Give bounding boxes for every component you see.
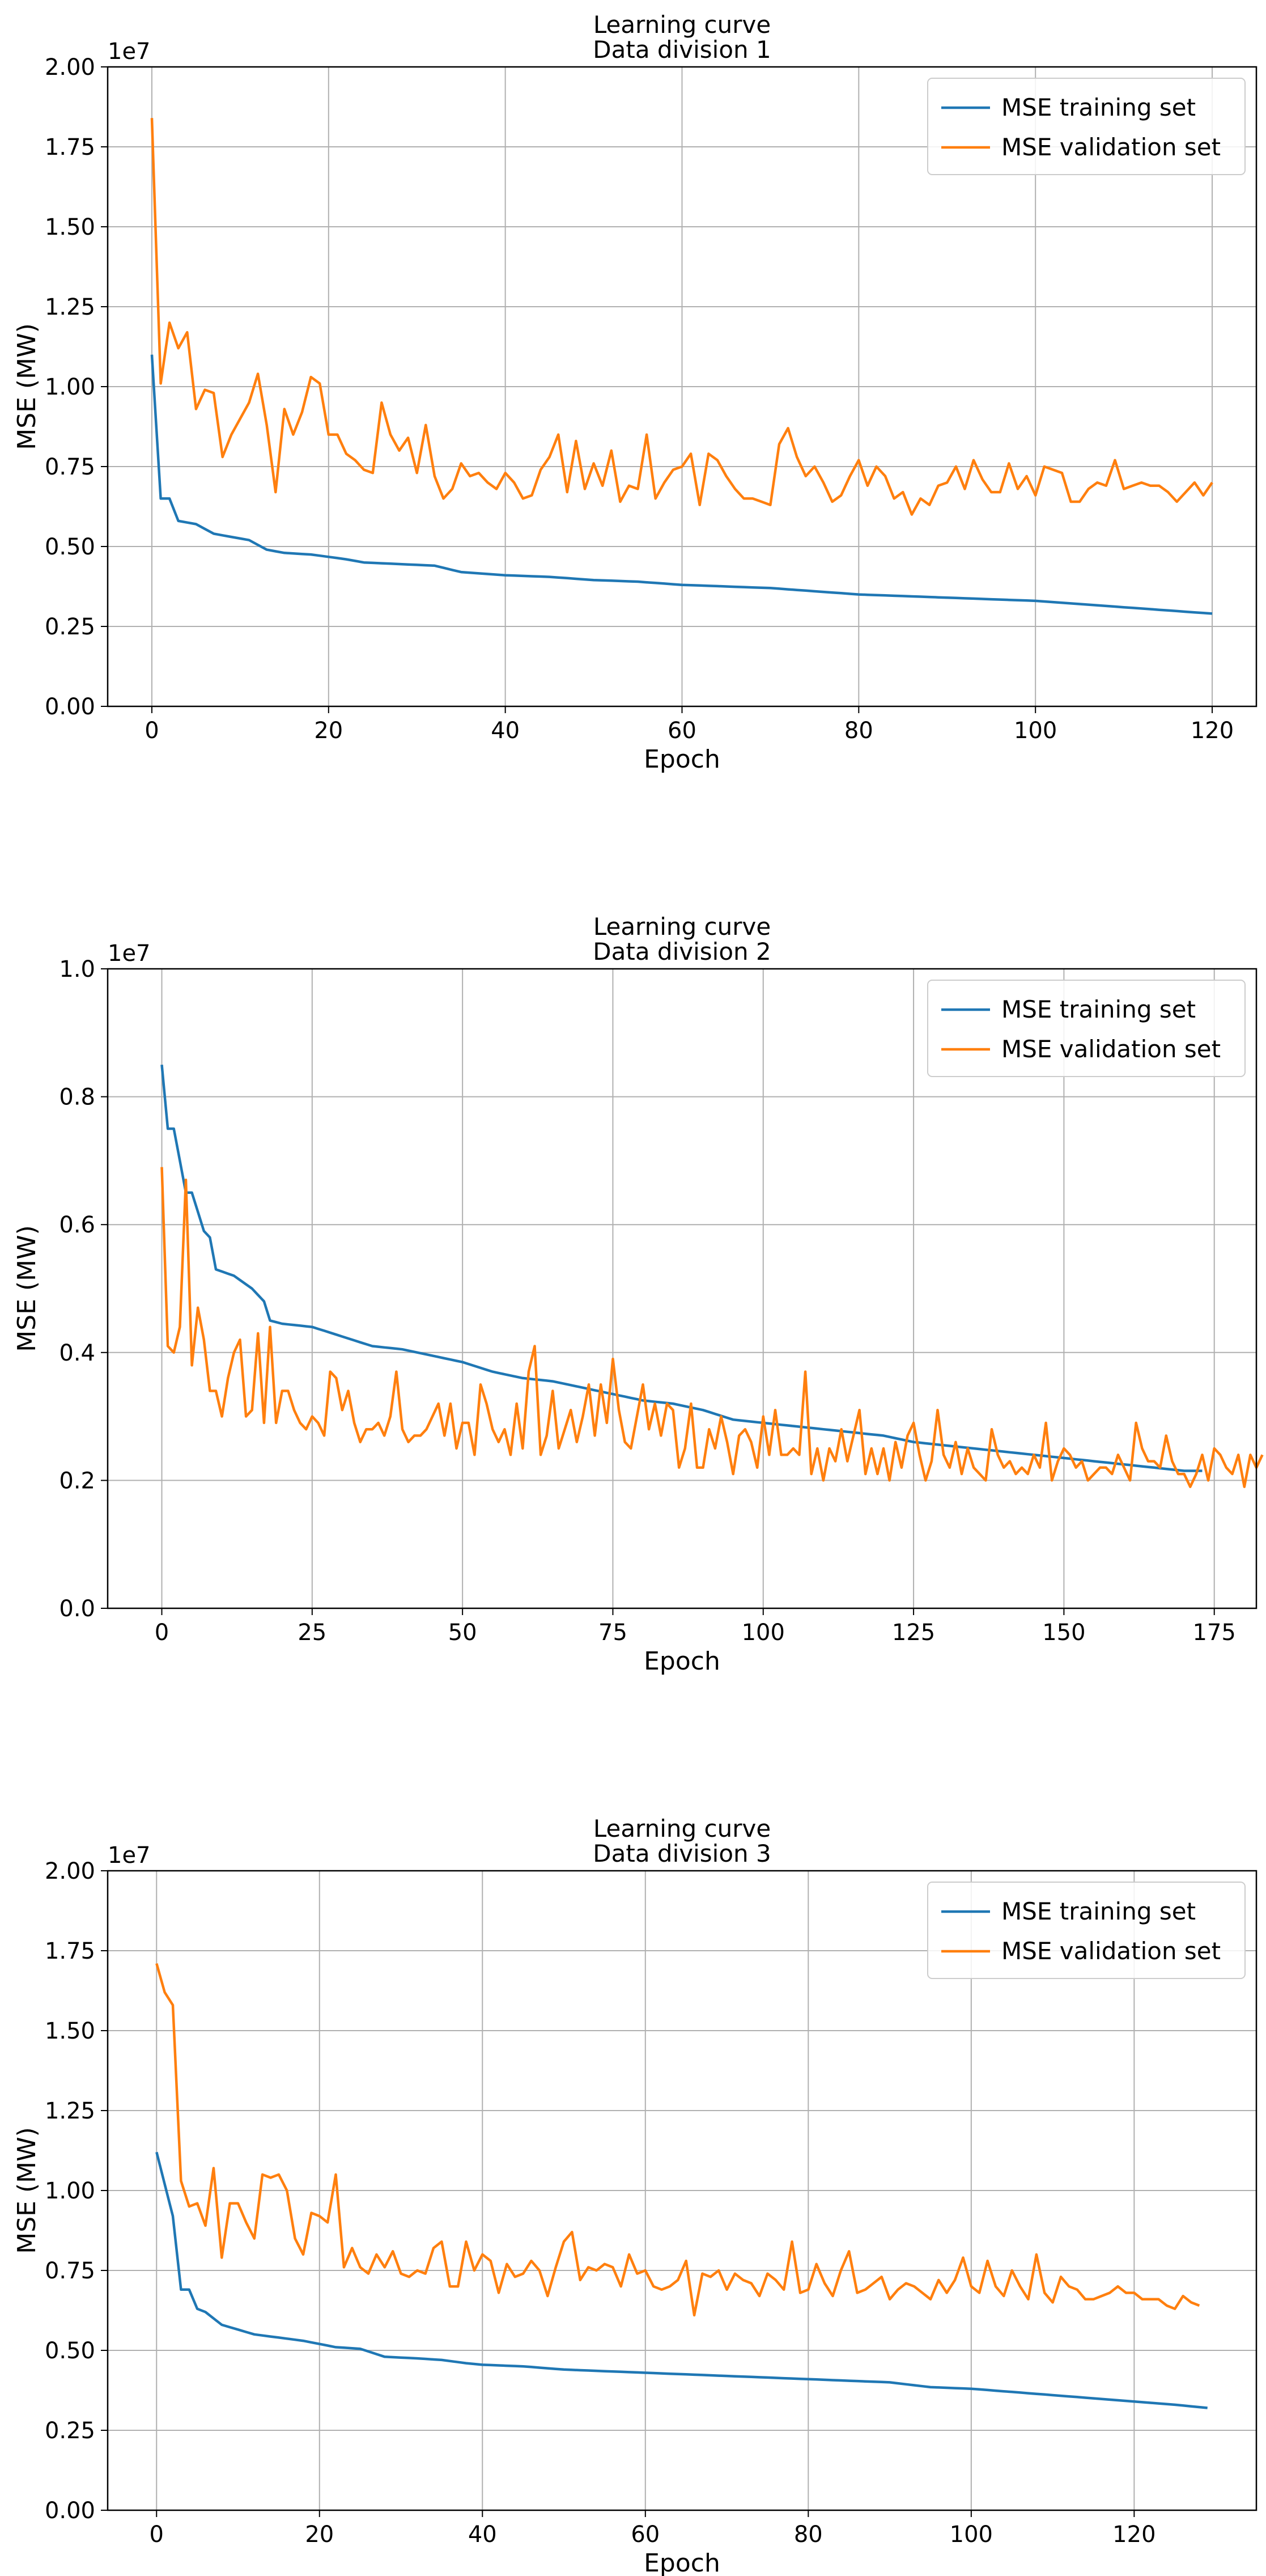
chart-subtitle: Data division 1 (593, 36, 771, 63)
x-tick-label: 0 (150, 2522, 164, 2548)
y-tick-label: 1.00 (45, 374, 95, 400)
y-tick-label: 0.25 (45, 2418, 95, 2444)
y-offset-label: 1e7 (108, 39, 151, 65)
y-tick-label: 1.50 (45, 2018, 95, 2044)
plot-frame (107, 968, 1257, 1609)
x-tick-label: 0 (155, 1620, 169, 1646)
legend-training-label: MSE training set (1001, 995, 1196, 1023)
chart-panel-2: 0 25 50 75 100 125 150 175 0.0 0.2 0.4 0.6 0.8 1.0 Lea… (12, 913, 1264, 1676)
y-tick-label: 1.0 (59, 956, 95, 982)
y-tick-label: 2.00 (45, 1858, 95, 1884)
y-tick-label: 0.50 (45, 534, 95, 560)
y-tick-label: 0.0 (59, 1596, 95, 1622)
chart-subtitle: Data division 3 (593, 1840, 771, 1867)
y-tick-label: 0.75 (45, 2258, 95, 2284)
training-set-line (150, 354, 1213, 615)
y-tick-label: 2.00 (45, 54, 95, 80)
legend-box (927, 980, 1246, 1077)
x-tick-label: 0 (145, 718, 159, 744)
x-tick-label: 100 (742, 1620, 785, 1646)
legend-validation-label: MSE validation set (1001, 133, 1221, 161)
y-tick-label: 1.25 (45, 294, 95, 320)
y-tick-label: 0.00 (45, 694, 95, 720)
plot-frame (107, 66, 1257, 707)
y-tick-label: 0.6 (59, 1212, 95, 1238)
chart-title: Learning curve (593, 913, 771, 940)
x-tick-label: 40 (468, 2522, 497, 2548)
x-tick-label: 20 (314, 718, 343, 744)
x-tick-label: 80 (794, 2522, 823, 2548)
plot-frame (107, 1870, 1257, 2511)
y-tick-label: 0.2 (59, 1468, 95, 1494)
validation-set-line (150, 118, 1213, 516)
x-tick-label: 50 (448, 1620, 477, 1646)
y-tick-label: 1.25 (45, 2098, 95, 2124)
x-axis-label: Epoch (644, 745, 720, 774)
x-tick-label: 25 (298, 1620, 326, 1646)
x-axis-label: Epoch (644, 1647, 720, 1676)
training-set-line (160, 1064, 1203, 1472)
chart-panel-1: 0 20 40 60 80 100 120 0.00 0.25 0.50 0.75 1.00 1.25 1… (12, 11, 1257, 774)
x-tick-label: 100 (950, 2522, 993, 2548)
training-set-line (155, 2151, 1208, 2409)
x-tick-label: 120 (1112, 2522, 1155, 2548)
validation-set-line (160, 1167, 1264, 1488)
chart-subtitle: Data division 2 (593, 938, 771, 965)
legend-box (927, 78, 1246, 175)
y-axis-label: MSE (MW) (12, 2127, 41, 2253)
x-tick-label: 75 (598, 1620, 627, 1646)
x-axis-label: Epoch (644, 2549, 720, 2576)
legend-box (927, 1882, 1246, 1979)
y-tick-label: 0.4 (59, 1340, 95, 1366)
x-tick-label: 80 (844, 718, 873, 744)
x-tick-label: 40 (491, 718, 520, 744)
legend-training-label: MSE training set (1001, 1897, 1196, 1925)
x-tick-label: 20 (305, 2522, 334, 2548)
x-tick-label: 150 (1042, 1620, 1085, 1646)
legend: MSE training set MSE validation set (927, 980, 1246, 1077)
chart-title: Learning curve (593, 1815, 771, 1842)
x-tick-label: 60 (668, 718, 696, 744)
legend: MSE training set MSE validation set (927, 78, 1246, 175)
y-tick-label: 1.75 (45, 1938, 95, 1964)
y-offset-label: 1e7 (108, 1842, 151, 1869)
x-tick-label: 100 (1014, 718, 1057, 744)
chart-panel-3: 0 20 40 60 80 100 120 0.00 0.25 0.50 0.75 1.00 1.25 1… (12, 1815, 1257, 2576)
validation-set-line (155, 1963, 1200, 2317)
y-tick-label: 0.00 (45, 2498, 95, 2524)
x-tick-label: 120 (1191, 718, 1234, 744)
x-tick-label: 60 (631, 2522, 660, 2548)
x-tick-label: 125 (892, 1620, 935, 1646)
legend: MSE training set MSE validation set (927, 1882, 1246, 1979)
y-tick-label: 0.8 (59, 1084, 95, 1111)
y-axis-label: MSE (MW) (12, 323, 41, 450)
chart-title: Learning curve (593, 11, 771, 39)
y-tick-label: 0.75 (45, 454, 95, 480)
y-tick-label: 1.75 (45, 134, 95, 160)
y-axis-label: MSE (MW) (12, 1225, 41, 1351)
x-tick-label: 175 (1193, 1620, 1236, 1646)
y-tick-label: 1.00 (45, 2178, 95, 2204)
y-offset-label: 1e7 (108, 940, 151, 967)
y-tick-label: 0.25 (45, 614, 95, 640)
legend-training-label: MSE training set (1001, 94, 1196, 121)
legend-validation-label: MSE validation set (1001, 1937, 1221, 1965)
legend-validation-label: MSE validation set (1001, 1035, 1221, 1063)
y-tick-label: 1.50 (45, 214, 95, 240)
y-tick-label: 0.50 (45, 2338, 95, 2364)
